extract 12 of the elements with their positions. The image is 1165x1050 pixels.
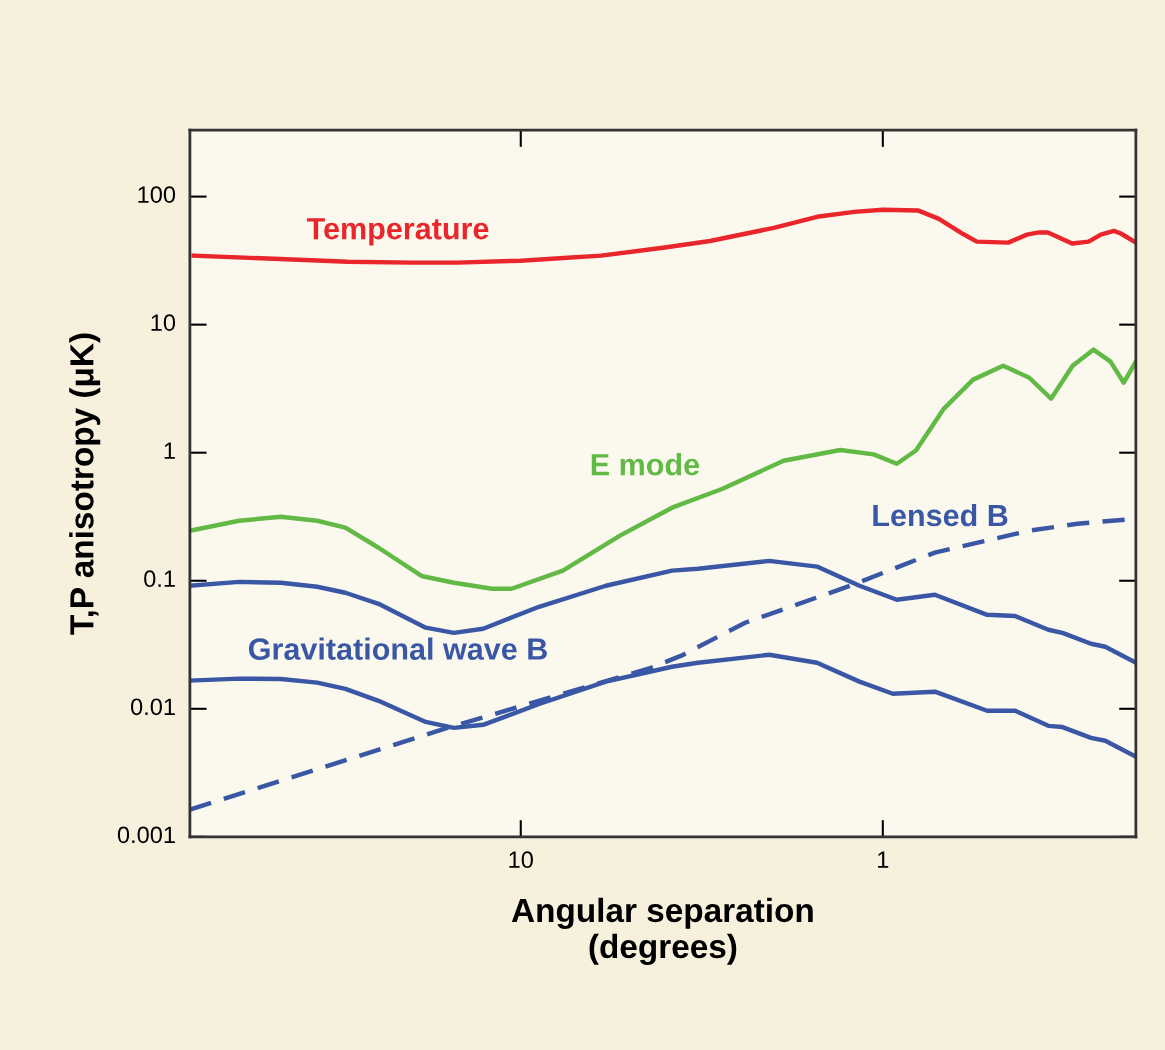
y-tick-label: 1 <box>164 442 175 459</box>
y-axis-title: T,P anisotropy (μK) <box>69 333 101 635</box>
x-axis-title: Angular separation (degrees) <box>511 897 813 966</box>
series-label: Temperature <box>306 218 489 246</box>
y-tick-label: 100 <box>138 186 176 203</box>
series-label: E mode <box>591 453 700 476</box>
y-tick-label: 0.001 <box>117 826 175 844</box>
y-tick-label: 0.1 <box>144 570 175 588</box>
y-tick-label: 0.01 <box>130 698 175 716</box>
y-tick-label: 10 <box>151 314 176 331</box>
series-label: Lensed B <box>873 503 1008 527</box>
series-label: Gravitational wave B <box>248 637 547 660</box>
